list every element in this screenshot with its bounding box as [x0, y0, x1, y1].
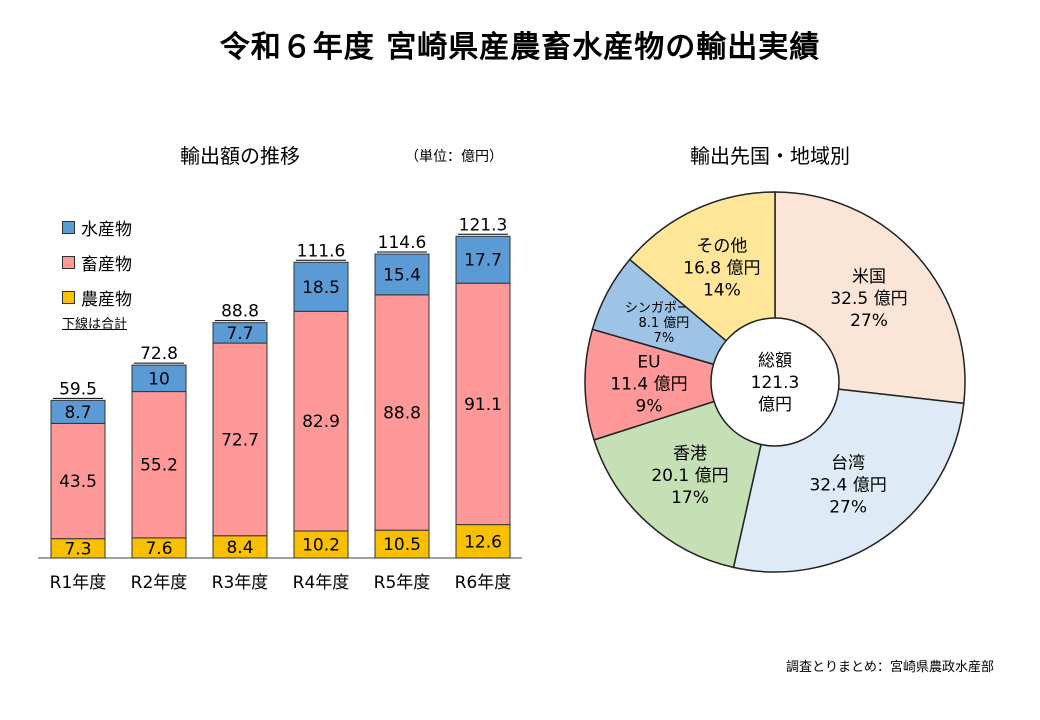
bar-value-label: 17.7: [464, 251, 502, 271]
bar-value-label: 12.6: [464, 532, 502, 552]
bar-value-label: 10.2: [302, 535, 340, 555]
pie-slice: [593, 380, 777, 569]
bar-segment: [131, 364, 187, 393]
bar-value-label: 18.5: [302, 278, 340, 298]
bar-total-label: 111.6: [297, 241, 346, 261]
bar-segment: [455, 524, 511, 559]
bar-value-label: 55.2: [140, 456, 178, 476]
pie-center-label: 億円: [758, 395, 792, 415]
pie-slice-label: 14%: [703, 281, 741, 301]
bar-value-label: 8.7: [64, 403, 91, 423]
bar-value-label: 15.4: [383, 265, 421, 285]
pie-slice: [584, 328, 778, 441]
bar-segment: [374, 294, 430, 531]
page-title: 令和６年度 宮崎県産農畜水産物の輸出実績: [219, 30, 821, 65]
legend-item-livestock: 畜産物: [62, 245, 132, 280]
pie-slice-label: 7%: [654, 331, 675, 346]
bar-value-label: 8.4: [226, 538, 253, 558]
pie-center-label: 総額: [758, 351, 792, 371]
bar-value-label: 7.7: [226, 324, 253, 344]
pie-slice-label: 27%: [829, 498, 867, 518]
bar-value-label: 82.9: [302, 412, 340, 432]
x-tick-label: R1年度: [50, 573, 107, 593]
source-note: 調査とりまとめ：宮崎県農政水産部: [785, 660, 994, 675]
legend-swatch: [62, 221, 75, 234]
bar-segment: [374, 529, 430, 559]
pie-slice-label: 17%: [671, 488, 709, 508]
x-tick-label: R4年度: [293, 573, 350, 593]
bar-value-label: 10: [148, 369, 170, 389]
bar-segment: [50, 422, 106, 540]
bar-value-label: 91.1: [464, 395, 502, 415]
pie-slice-label: 9%: [636, 397, 663, 417]
x-tick-label: R3年度: [212, 573, 269, 593]
pie-slice-label: 32.4 億円: [809, 476, 886, 496]
pie-slice-label: 16.8 億円: [683, 259, 760, 279]
legend-label: 農産物: [81, 290, 132, 310]
bar-segment: [374, 253, 430, 296]
unit-note: （単位：億円）: [405, 149, 503, 165]
pie-slice-label: 27%: [850, 311, 888, 331]
x-tick-label: R6年度: [455, 573, 512, 593]
bar-total-label: 72.8: [140, 344, 178, 364]
bar-value-label: 43.5: [59, 472, 97, 492]
bar-segment: [293, 530, 349, 559]
pie-chart-title: 輸出先国・地域別: [690, 144, 850, 168]
bar-segment: [50, 399, 106, 424]
bar-segment: [293, 261, 349, 312]
bar-segment: [212, 342, 268, 537]
bar-legend: 水産物 畜産物 農産物 下線は合計: [62, 210, 132, 332]
bar-value-label: 10.5: [383, 535, 421, 555]
x-tick-label: R2年度: [131, 573, 188, 593]
bar-value-label: 72.7: [221, 430, 259, 450]
pie-slice-label: 20.1 億円: [651, 466, 728, 486]
bar-total-label: 88.8: [221, 302, 259, 322]
bar-value-label: 7.6: [145, 539, 172, 559]
bar-segment: [293, 310, 349, 532]
bar-total-label: 121.3: [459, 215, 508, 235]
pie-center-label: 121.3: [751, 373, 800, 393]
bar-segment: [455, 282, 511, 526]
pie-slice-label: 32.5 億円: [830, 289, 907, 309]
legend-item-fishery: 水産物: [62, 210, 132, 245]
pie-center-hole: [710, 317, 840, 447]
pie-slice-label: EU: [637, 353, 660, 373]
bar-value-label: 88.8: [383, 404, 421, 424]
pie-slice-label: 台湾: [831, 454, 865, 474]
pie-slice-label: 米国: [852, 267, 886, 287]
bar-total-label: 59.5: [59, 379, 97, 399]
bar-total-label: 114.6: [378, 233, 427, 253]
bar-value-label: 7.3: [64, 539, 91, 559]
pie-slice-label: その他: [696, 237, 747, 257]
legend-note: 下線は合計: [62, 317, 128, 332]
bar-segment: [212, 322, 268, 344]
legend-item-agriculture: 農産物: [62, 280, 132, 315]
legend-label: 水産物: [81, 220, 132, 240]
legend-swatch: [62, 291, 75, 304]
legend-swatch: [62, 256, 75, 269]
pie-slice-label: 8.1 億円: [638, 315, 689, 331]
pie-slice-label: 香港: [673, 444, 707, 464]
bar-segment: [131, 391, 187, 539]
bar-segment: [455, 235, 511, 284]
legend-label: 畜産物: [81, 255, 132, 275]
pie-slice-label: 11.4 億円: [610, 375, 687, 395]
x-tick-label: R5年度: [374, 573, 431, 593]
bar-chart-title: 輸出額の推移: [180, 144, 300, 168]
